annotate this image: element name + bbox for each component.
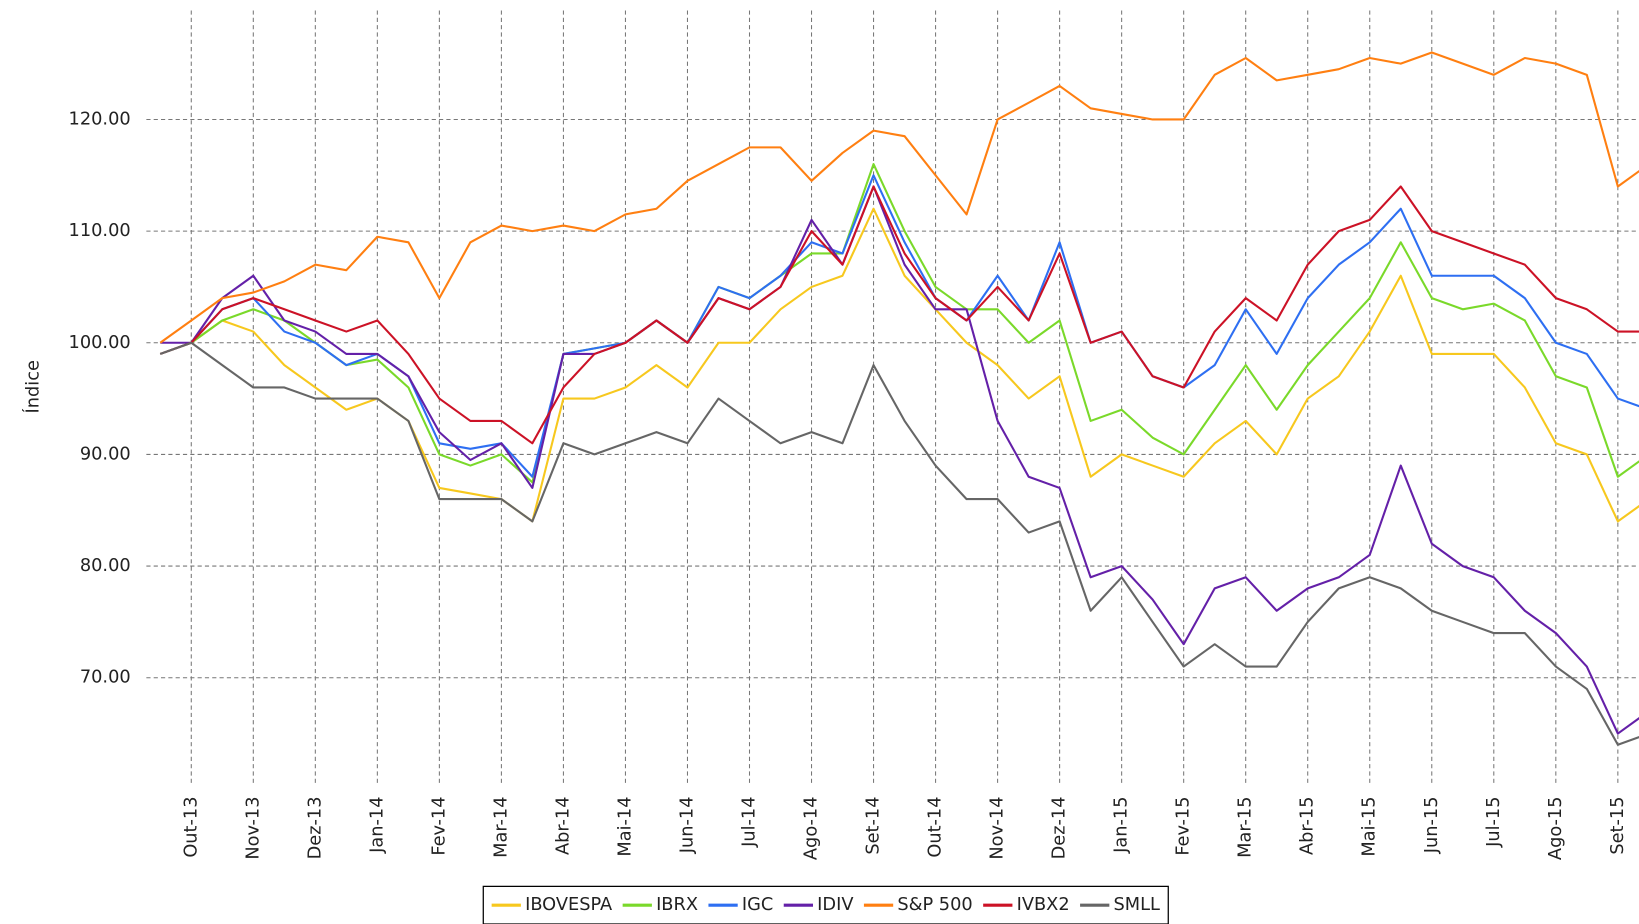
legend-label: IBRX [656, 895, 698, 915]
y-tick-label: 90.00 [80, 444, 131, 464]
x-tick-label: Mai-15 [1360, 796, 1380, 856]
legend-label: SMLL [1114, 895, 1160, 915]
x-tick-label: Dez-13 [305, 796, 325, 859]
legend: IBOVESPA IBRX IGC IDIV S&P 500 IVBX2 SMLL [482, 885, 1169, 924]
legend-label: IDIV [817, 895, 853, 915]
x-tick-label: Mai-14 [615, 796, 635, 856]
x-tick-label: Fev-14 [429, 796, 449, 855]
legend-label: IBOVESPA [525, 895, 612, 915]
x-tick-label: Set-14 [864, 796, 884, 854]
y-tick-label: 70.00 [80, 668, 131, 688]
x-tick-label: Nov-14 [988, 796, 1008, 859]
x-tick-label: Abr-14 [553, 796, 573, 855]
y-axis-label: Índice [21, 360, 43, 413]
y-tick-label: 120.00 [69, 109, 131, 129]
legend-label: S&P 500 [897, 895, 972, 915]
x-tick-label: Jul-14 [739, 796, 759, 847]
y-tick-label: 100.00 [69, 333, 131, 353]
legend-label: IGC [742, 895, 773, 915]
x-tick-label: Jan-14 [367, 796, 387, 853]
x-tick-label: Nov-13 [243, 796, 263, 859]
series-line [159, 163, 1639, 484]
series-line [159, 51, 1639, 344]
x-tick-label: Fev-15 [1174, 796, 1194, 855]
x-tick-label: Out-13 [181, 796, 201, 857]
legend-box [482, 885, 1169, 924]
series-line [159, 185, 1639, 445]
x-tick-label: Abr-15 [1298, 796, 1318, 855]
x-tick-label: Jul-15 [1484, 796, 1504, 847]
x-tick-label: Jun-14 [677, 796, 697, 854]
legend-label: IVBX2 [1017, 895, 1070, 915]
x-tick-label: Mar-14 [491, 796, 511, 857]
x-tick-label: Ago-15 [1546, 796, 1566, 860]
x-tick-label: Set-15 [1608, 796, 1628, 854]
series-line [159, 341, 1639, 746]
x-tick-label: Jun-15 [1422, 796, 1442, 854]
x-tick-label: Ago-14 [802, 796, 822, 860]
x-tick-label: Mar-15 [1236, 796, 1256, 857]
x-tick-label: Dez-14 [1050, 796, 1070, 859]
x-tick-label: Jan-15 [1112, 796, 1132, 853]
series-line [160, 185, 1639, 735]
y-tick-label: 110.00 [69, 221, 131, 241]
x-tick-label: Out-14 [926, 796, 946, 857]
y-tick-label: 80.00 [80, 556, 131, 576]
